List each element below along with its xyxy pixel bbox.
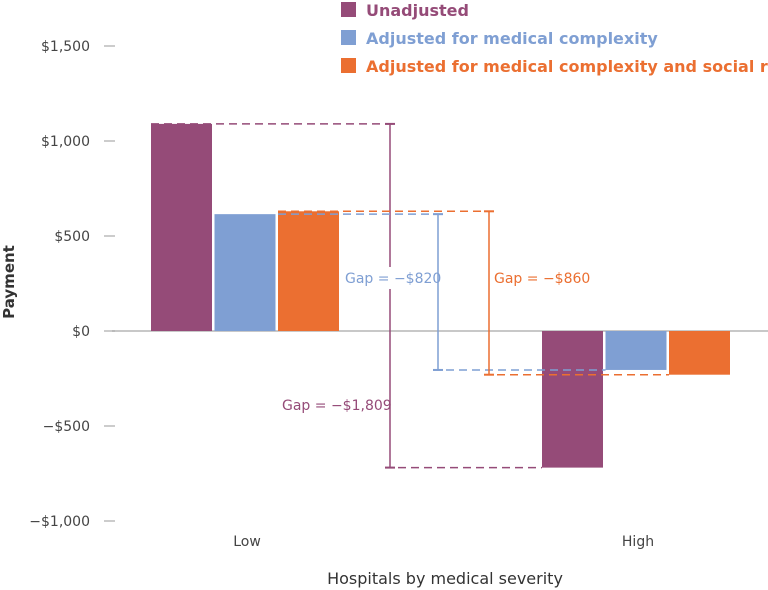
bar-low-series-0 <box>151 123 212 332</box>
x-tick-label: High <box>622 534 654 550</box>
y-tick-label: $500 <box>54 229 90 245</box>
legend-swatch <box>341 30 356 45</box>
gap-label-bg <box>342 267 436 289</box>
legend-label: Adjusted for medical complexity <box>366 29 658 48</box>
y-tick-label: −$500 <box>43 419 90 435</box>
y-tick-label: −$1,000 <box>29 514 90 530</box>
legend-swatch <box>341 2 356 17</box>
gap-label: Gap = −$860 <box>494 271 590 287</box>
x-axis-label: Hospitals by medical severity <box>327 569 563 588</box>
y-tick-label: $0 <box>72 324 90 340</box>
bar-high-series-1 <box>605 331 667 370</box>
bar-low-series-2 <box>278 211 339 331</box>
x-tick-label: Low <box>233 534 261 550</box>
legend-label: Unadjusted <box>366 1 469 20</box>
gap-label: Gap = −$820 <box>345 271 441 287</box>
gap-label-bg <box>279 394 387 416</box>
gap-label-bg <box>491 267 585 289</box>
y-axis-label: Payment <box>0 245 18 319</box>
bar-high-series-2 <box>669 331 730 375</box>
gap-label: Gap = −$1,809 <box>282 398 392 414</box>
bar-low-series-1 <box>214 214 276 331</box>
legend-swatch <box>341 58 356 73</box>
y-tick-label: $1,500 <box>41 39 90 55</box>
y-tick-label: $1,000 <box>41 134 90 150</box>
legend-label: Adjusted for medical complexity and soci… <box>366 57 768 76</box>
bar-high-series-0 <box>542 331 603 468</box>
